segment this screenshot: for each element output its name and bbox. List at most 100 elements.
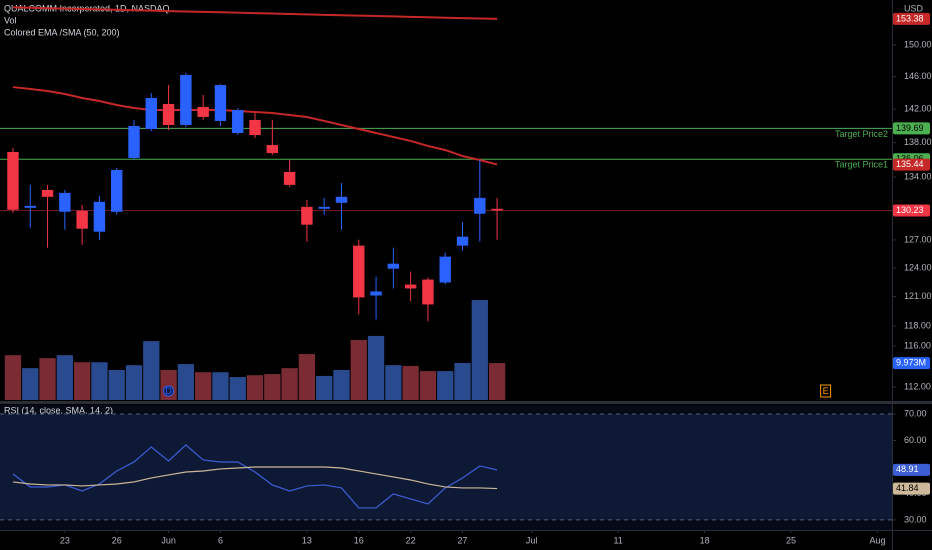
candle-body — [439, 256, 451, 283]
candle-body — [76, 210, 88, 229]
y-tick-label: 150.00 — [904, 39, 932, 49]
y-tick-label: 138.00 — [904, 137, 932, 147]
candle-body — [283, 171, 296, 185]
event-marker — [163, 385, 175, 397]
y-tick-label: 70.00 — [904, 408, 927, 418]
y-tick-label: 127.00 — [904, 234, 932, 244]
volume-bar — [402, 365, 419, 400]
y-tick-label: 142.00 — [904, 104, 932, 114]
sma-price-tag: 153.38 — [896, 13, 924, 23]
target-label: Target Price2 — [835, 129, 888, 139]
rsi-tag-bg — [893, 463, 930, 476]
candle-body — [266, 145, 279, 154]
event-marker — [820, 384, 832, 398]
candle-body — [93, 201, 106, 232]
rsi-tag: 48.91 — [896, 464, 919, 474]
volume-bar — [316, 375, 333, 400]
candle-body — [180, 74, 192, 125]
candle-body — [41, 189, 54, 197]
y-tick-label: 30.00 — [904, 514, 927, 524]
indicator-legend: Colored EMA /SMA (50, 200) — [4, 27, 120, 37]
volume-bar — [177, 364, 195, 400]
candle-body — [491, 208, 503, 211]
sma-price-tag-bg — [893, 12, 930, 25]
candle-body — [162, 104, 175, 125]
candle-body — [197, 106, 209, 117]
x-tick-label: 23 — [60, 535, 70, 545]
candle-body — [59, 192, 71, 212]
volume-tag-bg — [893, 357, 930, 370]
rsi-tag-bg — [893, 482, 930, 495]
volume-bar — [385, 365, 402, 400]
volume-bar — [22, 368, 39, 400]
rsi-band — [0, 414, 892, 520]
volume-bar — [91, 362, 108, 400]
candle-body — [214, 85, 227, 121]
y-tick-label: 124.00 — [904, 262, 932, 272]
candle-body — [111, 169, 123, 212]
candle-body — [387, 263, 400, 269]
volume-bar — [419, 371, 437, 400]
volume-bar — [246, 375, 264, 400]
x-tick-label: 27 — [458, 535, 468, 545]
x-tick-label: 6 — [218, 535, 223, 545]
volume-bar — [39, 358, 56, 400]
volume-bar — [73, 362, 91, 400]
event-label: D — [165, 386, 172, 396]
candle-body — [474, 197, 486, 214]
candle-body — [232, 110, 244, 134]
volume-bar — [264, 374, 281, 400]
y-tick-label: 112.00 — [904, 381, 931, 391]
ema-price-tag: 135.44 — [896, 159, 924, 169]
x-tick-label: Aug — [869, 535, 885, 545]
volume-bar — [333, 370, 350, 400]
rsi-legend: RSI (14, close, SMA, 14, 2) — [4, 405, 113, 415]
volume-bar — [108, 370, 125, 400]
volume-bar — [298, 354, 316, 400]
target-label: Target Price1 — [835, 160, 888, 170]
x-tick-label: 11 — [613, 535, 622, 545]
volume-bar — [4, 355, 22, 400]
candle-body — [335, 196, 348, 203]
candle-body — [145, 98, 157, 129]
y-tick-label: 118.00 — [904, 320, 931, 330]
y-tick-label: 134.00 — [904, 171, 932, 181]
y-tick-label: 116.00 — [904, 340, 931, 350]
target-price-tag-bg — [893, 122, 930, 135]
x-tick-label: 26 — [112, 535, 122, 545]
candle-body — [404, 284, 417, 289]
volume-bar — [229, 377, 246, 400]
candle-body — [7, 152, 19, 210]
candle-body — [128, 125, 140, 159]
last-price-tag: 130.23 — [896, 205, 924, 215]
rsi-tag: 41.84 — [896, 483, 919, 493]
volume-bar — [437, 371, 454, 400]
volume-bar — [212, 372, 229, 400]
x-tick-label: 16 — [354, 535, 364, 545]
volume-bar — [367, 335, 385, 400]
y-tick-label: 121.00 — [904, 291, 932, 301]
volume-bar — [471, 300, 488, 400]
volume-bar — [488, 363, 506, 400]
candle-body — [301, 206, 313, 225]
rsi-line — [12, 466, 498, 490]
x-tick-label: Jun — [161, 535, 176, 545]
volume-bar — [125, 365, 143, 400]
x-tick-label: 13 — [302, 535, 312, 545]
ema-line — [12, 86, 498, 166]
candle-body — [353, 245, 365, 298]
candle-body — [456, 236, 469, 246]
volume-bar — [56, 355, 73, 400]
x-tick-label: Jul — [526, 535, 538, 545]
ema-price-tag-bg — [893, 158, 930, 171]
y-tick-label: 60.00 — [904, 435, 927, 445]
x-tick-label: 22 — [406, 535, 416, 545]
x-tick-label: 18 — [700, 535, 710, 545]
volume-bar — [350, 340, 367, 400]
volume-bar — [281, 368, 298, 400]
volume-bar — [454, 362, 471, 400]
volume-legend: Vol — [4, 15, 17, 25]
currency-label: USD — [904, 3, 924, 13]
